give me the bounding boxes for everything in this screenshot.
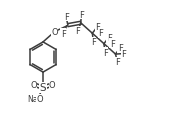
Text: F: F [61, 29, 66, 38]
Text: O: O [51, 28, 58, 37]
Text: F: F [121, 50, 126, 59]
Text: O: O [49, 81, 56, 90]
Text: O: O [36, 94, 43, 103]
Text: F: F [110, 39, 115, 48]
Text: Na: Na [27, 94, 37, 103]
Text: S: S [40, 82, 46, 92]
Text: F: F [115, 58, 120, 67]
Text: F: F [91, 38, 96, 47]
Text: F: F [118, 44, 123, 53]
Text: F: F [79, 10, 84, 19]
Text: F: F [103, 48, 108, 57]
Text: F: F [64, 13, 69, 22]
Text: O: O [30, 81, 37, 90]
Text: F: F [98, 29, 103, 38]
Text: F: F [95, 23, 100, 32]
Text: F: F [75, 27, 80, 36]
Text: F: F [107, 33, 112, 42]
